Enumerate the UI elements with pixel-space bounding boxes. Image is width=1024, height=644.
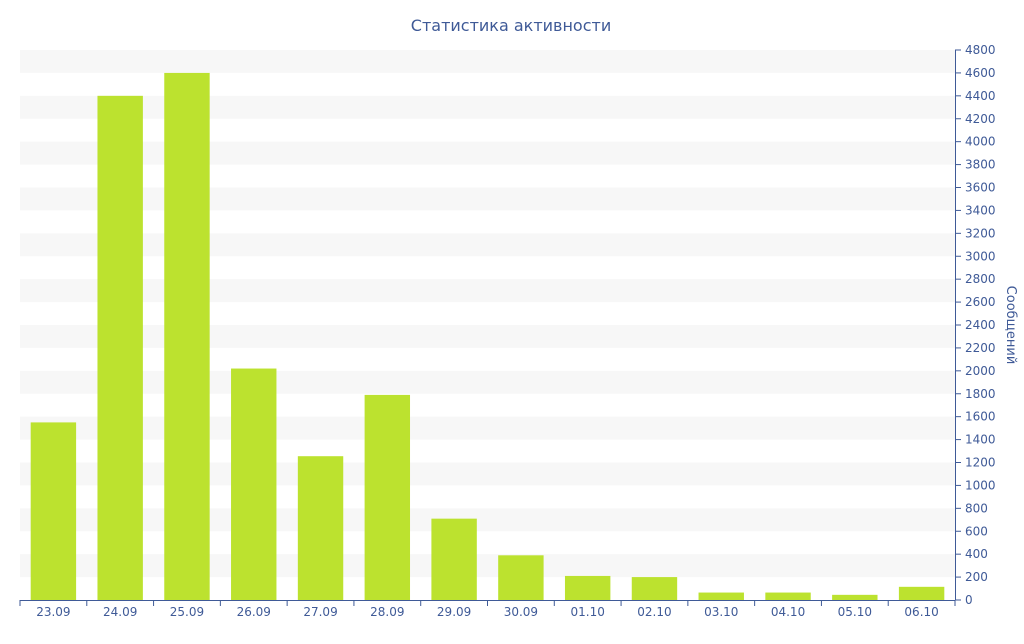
y-tick-label: 0 — [965, 593, 973, 607]
x-tick-label: 01.10 — [570, 605, 604, 619]
grid-band — [20, 233, 955, 257]
x-tick-label: 27.09 — [303, 605, 337, 619]
y-tick-label: 3000 — [965, 249, 996, 263]
bar-23.09 — [30, 422, 77, 600]
y-tick-label: 800 — [965, 501, 988, 515]
bar-24.09 — [97, 95, 143, 600]
bar-04.10 — [765, 592, 811, 600]
y-tick-label: 1200 — [965, 456, 996, 470]
y-tick-label: 2400 — [965, 318, 996, 332]
y-tick-label: 3200 — [965, 226, 996, 240]
x-tick-label: 28.09 — [370, 605, 404, 619]
grid-band — [20, 141, 955, 165]
y-tick-label: 4000 — [965, 135, 996, 149]
x-tick-label: 02.10 — [637, 605, 671, 619]
y-axis-label: Сообщений — [1003, 286, 1018, 365]
y-tick-label: 4600 — [965, 66, 996, 80]
bar-28.09 — [364, 394, 411, 600]
x-tick-label: 29.09 — [437, 605, 471, 619]
x-tick-label: 24.09 — [103, 605, 137, 619]
bar-30.09 — [498, 555, 544, 600]
y-tick-label: 2200 — [965, 341, 996, 355]
x-tick-label: 25.09 — [170, 605, 204, 619]
grid-bands — [20, 50, 955, 578]
grid-band — [20, 279, 955, 303]
grid-band — [20, 416, 955, 440]
bar-series — [30, 72, 945, 601]
grid-band — [20, 325, 955, 348]
x-tick-label: 06.10 — [904, 605, 938, 619]
bar-06.10 — [898, 586, 945, 600]
grid-band — [20, 187, 955, 211]
bar-29.09 — [431, 518, 477, 600]
bar-27.09 — [297, 456, 344, 600]
bar-25.09 — [164, 72, 210, 601]
y-axis: 0 200 400 600 800 1000 1200 1400 1600 1800 2000 220… — [955, 43, 996, 607]
grid-band — [20, 370, 955, 394]
y-tick-label: 2600 — [965, 295, 996, 309]
y-tick-label: 3800 — [965, 158, 996, 172]
x-tick-label: 05.10 — [838, 605, 872, 619]
x-tick-label: 26.09 — [237, 605, 271, 619]
y-tick-label: 3400 — [965, 203, 996, 217]
grid-band — [20, 95, 955, 119]
x-tick-label: 30.09 — [504, 605, 538, 619]
grid-band — [20, 508, 955, 532]
y-tick-label: 1600 — [965, 410, 996, 424]
y-tick-label: 1000 — [965, 478, 996, 492]
y-tick-label: 3600 — [965, 181, 996, 195]
y-tick-label: 4400 — [965, 89, 996, 103]
y-tick-label: 600 — [965, 524, 988, 538]
x-tick-label: 04.10 — [771, 605, 805, 619]
grid-band — [20, 554, 955, 578]
y-tick-label: 2000 — [965, 364, 996, 378]
bar-26.09 — [231, 368, 277, 600]
bar-05.10 — [832, 594, 878, 600]
y-tick-label: 4200 — [965, 112, 996, 126]
y-tick-label: 200 — [965, 570, 988, 584]
grid-band — [20, 50, 955, 73]
grid-band — [20, 462, 955, 486]
y-tick-label: 1400 — [965, 433, 996, 447]
x-tick-label: 03.10 — [704, 605, 738, 619]
bar-01.10 — [564, 575, 611, 600]
bar-02.10 — [631, 577, 678, 600]
y-tick-label: 400 — [965, 547, 988, 561]
x-tick-label: 23.09 — [36, 605, 70, 619]
chart-title: Статистика активности — [411, 16, 611, 35]
bar-03.10 — [698, 592, 744, 600]
x-axis: 23.09 24.09 25.09 26.09 27.09 28.09 29.09 30.09… — [19, 600, 956, 619]
y-tick-label: 1800 — [965, 387, 996, 401]
y-tick-label: 4800 — [965, 43, 996, 57]
y-tick-label: 2800 — [965, 272, 996, 286]
